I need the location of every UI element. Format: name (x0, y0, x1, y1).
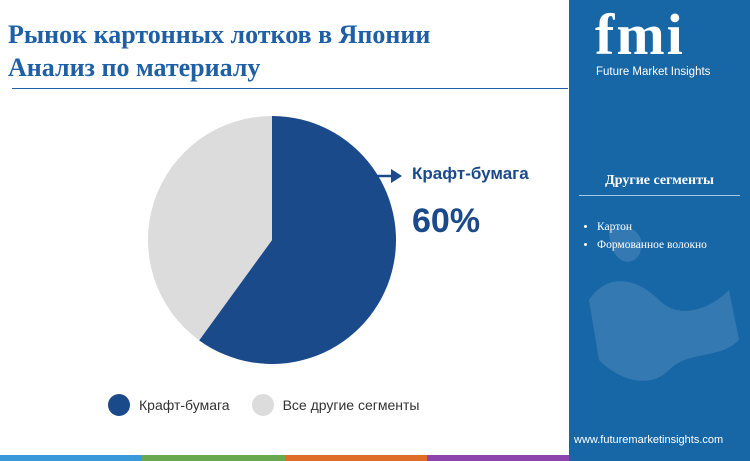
stripe-segment (142, 455, 285, 461)
world-map-watermark-icon (589, 226, 739, 381)
stripe-segment (0, 455, 143, 461)
logo-subtitle: Future Market Insights (596, 66, 711, 78)
callout-label: Крафт-бумага (412, 164, 529, 183)
callout-value: 60% (412, 202, 481, 240)
title-line-1: Рынок картонных лотков в Японии (8, 20, 431, 49)
sidebar-segment-list: Картон Формованное волокно (579, 218, 707, 254)
sidebar-item-karton: Картон (597, 218, 707, 236)
pie-slice-other (148, 116, 272, 341)
page-title: Рынок картонных лотков в Японии Анализ п… (8, 18, 563, 84)
sidebar-heading: Другие сегменты (605, 173, 714, 188)
title-line-2: Анализ по материалу (8, 53, 261, 82)
legend-label-other: Все другие сегменты (282, 397, 420, 413)
sidebar-item-molded-fiber: Формованное волокно (597, 236, 707, 254)
legend-item-other: Все другие сегменты (251, 394, 420, 416)
pie-chart (148, 116, 397, 364)
arrow-right-icon (375, 169, 402, 183)
fmi-logo: fmi (595, 2, 685, 67)
pie-slice-kraft (199, 116, 397, 364)
website-link[interactable]: www.futuremarketinsights.com (574, 434, 724, 446)
legend-swatch-other (251, 394, 274, 416)
legend-swatch-kraft (108, 394, 130, 416)
sidebar-panel: fmi Future Market Insights Другие сегмен… (569, 0, 750, 461)
stripe-segment (426, 455, 569, 461)
title-divider (12, 88, 568, 89)
sidebar-divider (579, 195, 740, 196)
bottom-color-stripe (0, 455, 569, 461)
chart-legend: Крафт-бумага Все другие сегменты (108, 393, 442, 417)
legend-label-kraft: Крафт-бумага (139, 397, 230, 413)
legend-item-kraft: Крафт-бумага (108, 394, 230, 416)
stripe-segment (284, 455, 427, 461)
